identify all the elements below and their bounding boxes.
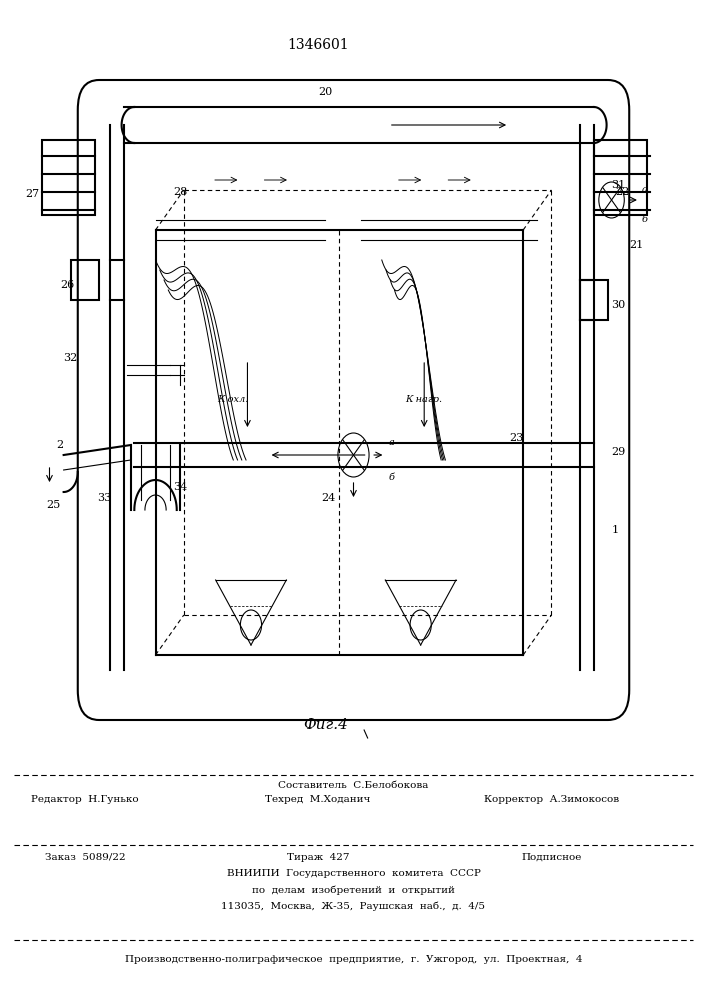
Text: Корректор  А.Зимокосов: Корректор А.Зимокосов xyxy=(484,796,619,804)
Text: 23: 23 xyxy=(509,433,523,443)
Text: б: б xyxy=(642,215,648,224)
Text: 26: 26 xyxy=(60,280,74,290)
Text: 29: 29 xyxy=(612,447,626,457)
Bar xyxy=(594,140,647,215)
Bar xyxy=(42,140,95,215)
Text: Тираж  427: Тираж 427 xyxy=(287,852,349,861)
Text: Фиг.4: Фиг.4 xyxy=(303,718,348,732)
Text: 1346601: 1346601 xyxy=(287,38,349,52)
Text: Подписное: Подписное xyxy=(521,852,582,861)
Text: 28: 28 xyxy=(173,187,187,197)
Bar xyxy=(580,280,608,320)
Text: Техред  М.Ходанич: Техред М.Ходанич xyxy=(265,796,371,804)
Text: 113035,  Москва,  Ж-35,  Раушская  наб.,  д.  4/5: 113035, Москва, Ж-35, Раушская наб., д. … xyxy=(221,901,486,911)
Text: 30: 30 xyxy=(612,300,626,310)
Text: 31: 31 xyxy=(612,180,626,190)
Text: 24: 24 xyxy=(322,493,336,503)
Text: Редактор  Н.Гунько: Редактор Н.Гунько xyxy=(31,796,139,804)
Text: по  делам  изобретений  и  открытий: по делам изобретений и открытий xyxy=(252,885,455,895)
Text: 27: 27 xyxy=(25,189,39,199)
Text: К охл.: К охл. xyxy=(218,395,249,404)
Text: a: a xyxy=(389,438,395,447)
Bar xyxy=(71,260,99,300)
Text: ВНИИПИ  Государственного  комитета  СССР: ВНИИПИ Государственного комитета СССР xyxy=(226,869,481,879)
Text: 33: 33 xyxy=(98,493,112,503)
Text: Производственно-полиграфическое  предприятие,  г.  Ужгород,  ул.  Проектная,  4: Производственно-полиграфическое предприя… xyxy=(124,956,583,964)
Text: Заказ  5089/22: Заказ 5089/22 xyxy=(45,852,125,861)
Text: б: б xyxy=(389,473,395,482)
Text: 21: 21 xyxy=(629,240,643,250)
Text: a: a xyxy=(642,185,648,194)
Text: Составитель  С.Белобокова: Составитель С.Белобокова xyxy=(279,780,428,790)
Text: К нагр.: К нагр. xyxy=(406,395,443,404)
Text: 34: 34 xyxy=(173,482,187,492)
Text: 22: 22 xyxy=(615,187,629,197)
Text: 32: 32 xyxy=(64,353,78,363)
Text: 20: 20 xyxy=(318,87,332,97)
Text: 1: 1 xyxy=(612,525,619,535)
Text: 2: 2 xyxy=(57,440,64,450)
Text: 25: 25 xyxy=(46,500,60,510)
